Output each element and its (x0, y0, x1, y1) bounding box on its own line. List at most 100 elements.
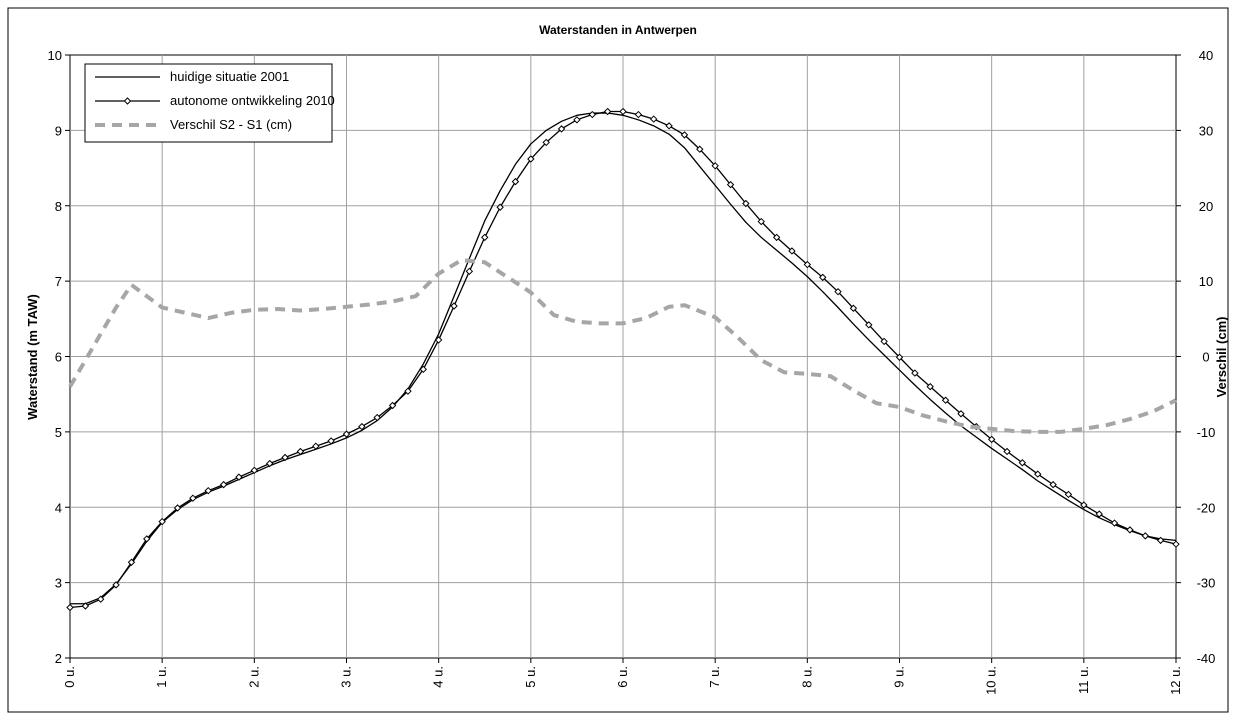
series-point-1 (481, 233, 489, 242)
series-point-1 (957, 410, 965, 418)
y-tick-label: 10 (48, 48, 62, 63)
y2-tick-label: 40 (1199, 48, 1213, 63)
series-point-1 (296, 447, 305, 456)
series-point-1 (173, 504, 182, 512)
series-point-1 (1003, 447, 1011, 456)
x-tick-label: 11 u. (1076, 666, 1091, 694)
series-point-1 (865, 321, 873, 329)
x-tick-label: 4 u. (431, 666, 446, 688)
series-point-1 (219, 480, 228, 489)
x-tick-label: 7 u. (707, 666, 722, 688)
y2-tick-label: 10 (1199, 274, 1213, 289)
series-point-1 (434, 336, 443, 344)
series-layer (66, 107, 1180, 612)
x-tick-label: 10 u. (984, 666, 999, 695)
series-point-1 (803, 260, 812, 269)
x-tick-label: 8 u. (799, 666, 814, 688)
series-point-1 (158, 517, 166, 526)
y2-tick-label: 20 (1199, 199, 1213, 214)
series-point-1 (987, 435, 996, 444)
y2-tick-label: -30 (1197, 576, 1216, 591)
series-point-1 (588, 110, 597, 119)
series-point-1 (1064, 490, 1073, 499)
series-point-1 (726, 180, 735, 189)
series-point-1 (772, 233, 781, 242)
legend: huidige situatie 2001 autonome ontwikkel… (84, 63, 335, 143)
y-axis-title: Waterstand (m TAW) (25, 294, 40, 420)
series-point-1 (96, 595, 105, 603)
series-point-1 (81, 602, 90, 610)
series-point-1 (373, 413, 381, 422)
x-tick-label: 1 u. (154, 666, 169, 688)
y-tick-label: 6 (55, 350, 62, 365)
y2-tick-label: -10 (1197, 425, 1216, 440)
series-point-1 (649, 115, 658, 123)
series-point-1 (112, 581, 120, 589)
y-tick-label: 7 (55, 274, 62, 289)
y2-tick-label: 30 (1199, 123, 1213, 138)
series-point-1 (603, 107, 612, 116)
series-point-1 (250, 466, 259, 475)
series-point-1 (557, 125, 566, 133)
series-point-1 (665, 122, 673, 130)
y-tick-label: 9 (55, 123, 62, 138)
series-point-1 (404, 387, 412, 395)
series-point-1 (1080, 501, 1088, 509)
x-tick-label: 3 u. (339, 666, 354, 688)
series-point-1 (496, 203, 504, 211)
series-point-1 (419, 365, 427, 374)
series-point-1 (895, 353, 904, 361)
series-point-1 (696, 145, 704, 153)
series-point-1 (1172, 540, 1180, 548)
series-point-1 (619, 107, 627, 116)
series-point-1 (819, 273, 827, 282)
series-point-1 (911, 369, 919, 377)
series-point-1 (266, 459, 274, 468)
series-point-1 (757, 217, 765, 226)
legend-label-huidige: huidige situatie 2001 (170, 69, 289, 84)
grid-layer (70, 55, 1176, 658)
series-point-1 (450, 302, 458, 310)
series-point-1 (711, 162, 719, 170)
y-tick-label: 4 (55, 500, 62, 515)
series-point-1 (788, 247, 796, 255)
legend-label-verschil: Verschil S2 - S1 (cm) (170, 117, 292, 132)
y2-axis-title: Verschil (cm) (1214, 317, 1229, 398)
series-point-1 (66, 603, 74, 612)
series-point-1 (1141, 532, 1150, 540)
y-tick-label: 5 (55, 425, 62, 440)
series-point-1 (465, 267, 474, 276)
x-tick-label: 5 u. (523, 666, 538, 688)
y2-tick-label: 0 (1202, 350, 1209, 365)
series-point-1 (1018, 459, 1027, 467)
series-point-1 (634, 110, 643, 119)
series-point-1 (1034, 470, 1042, 478)
x-tick-label: 12 u. (1168, 666, 1183, 695)
y-tick-label: 2 (55, 651, 62, 666)
y2-tick-label: -40 (1197, 651, 1216, 666)
series-point-1 (880, 337, 888, 346)
y2-tick-label: -20 (1197, 500, 1216, 515)
series-point-1 (1126, 526, 1134, 534)
series-point-1 (926, 382, 934, 391)
chart-title: Waterstanden in Antwerpen (539, 23, 697, 37)
series-point-1 (312, 442, 320, 450)
series-point-1 (235, 473, 243, 481)
y-tick-label: 8 (55, 199, 62, 214)
series-point-1 (358, 422, 366, 431)
series-point-1 (342, 430, 351, 438)
legend-marker-autonome (123, 97, 132, 105)
series-point-1 (388, 401, 397, 410)
series-point-1 (327, 437, 335, 445)
series-point-1 (527, 155, 535, 163)
series-point-1 (573, 116, 581, 124)
series-point-1 (849, 304, 858, 312)
axis-layer: 0 u. 1 u. 2 u. 3 u. 4 u. 5 u. 6 u. 7 u. 8 u. 9 u.… (48, 48, 1216, 695)
series-point-1 (204, 486, 212, 495)
series-point-1 (511, 177, 520, 186)
series-point-1 (1156, 536, 1165, 545)
series-point-1 (143, 535, 151, 543)
legend-label-autonome: autonome ontwikkeling 2010 (170, 93, 335, 108)
